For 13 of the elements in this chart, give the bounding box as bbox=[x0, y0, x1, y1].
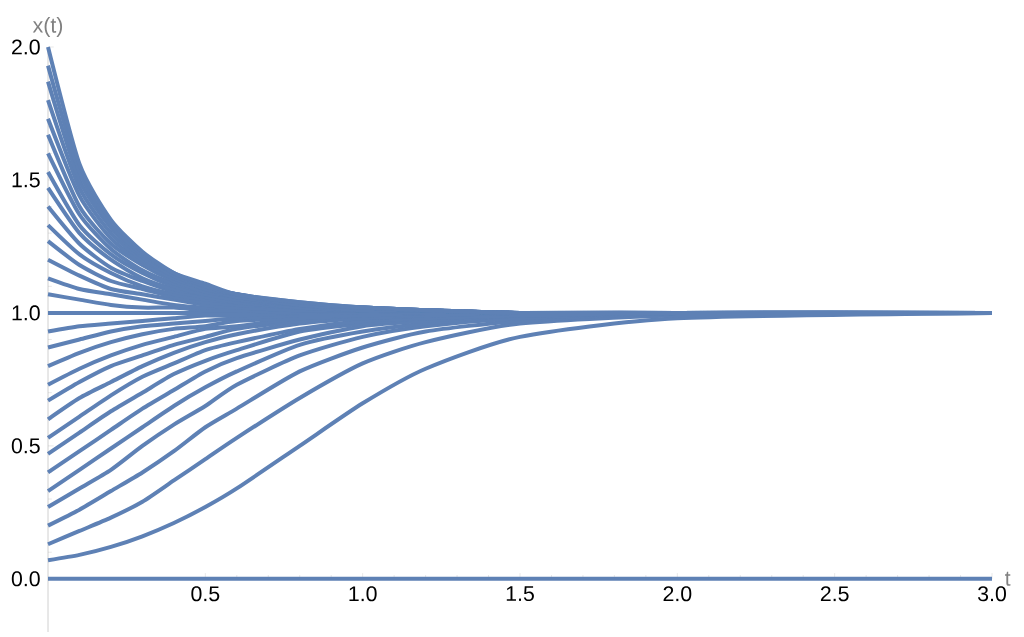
x-tick-label: 1.5 bbox=[506, 586, 534, 602]
x-axis-title: t bbox=[1005, 571, 1011, 586]
x-tick-label: 0.5 bbox=[191, 586, 220, 602]
y-axis-title: x(t) bbox=[32, 17, 63, 37]
x-tick-label: 3.0 bbox=[977, 586, 1006, 602]
y-tick-label: 2.0 bbox=[12, 39, 40, 55]
x-tick-label: 2.0 bbox=[663, 586, 692, 602]
y-tick-label: 0.0 bbox=[11, 571, 40, 587]
y-tick-label: 1.0 bbox=[12, 305, 40, 321]
x-tick-label: 2.5 bbox=[820, 586, 849, 602]
x-tick-label: 1.0 bbox=[349, 586, 377, 602]
y-tick-label: 0.5 bbox=[11, 438, 40, 454]
y-tick-label: 1.5 bbox=[12, 172, 40, 188]
